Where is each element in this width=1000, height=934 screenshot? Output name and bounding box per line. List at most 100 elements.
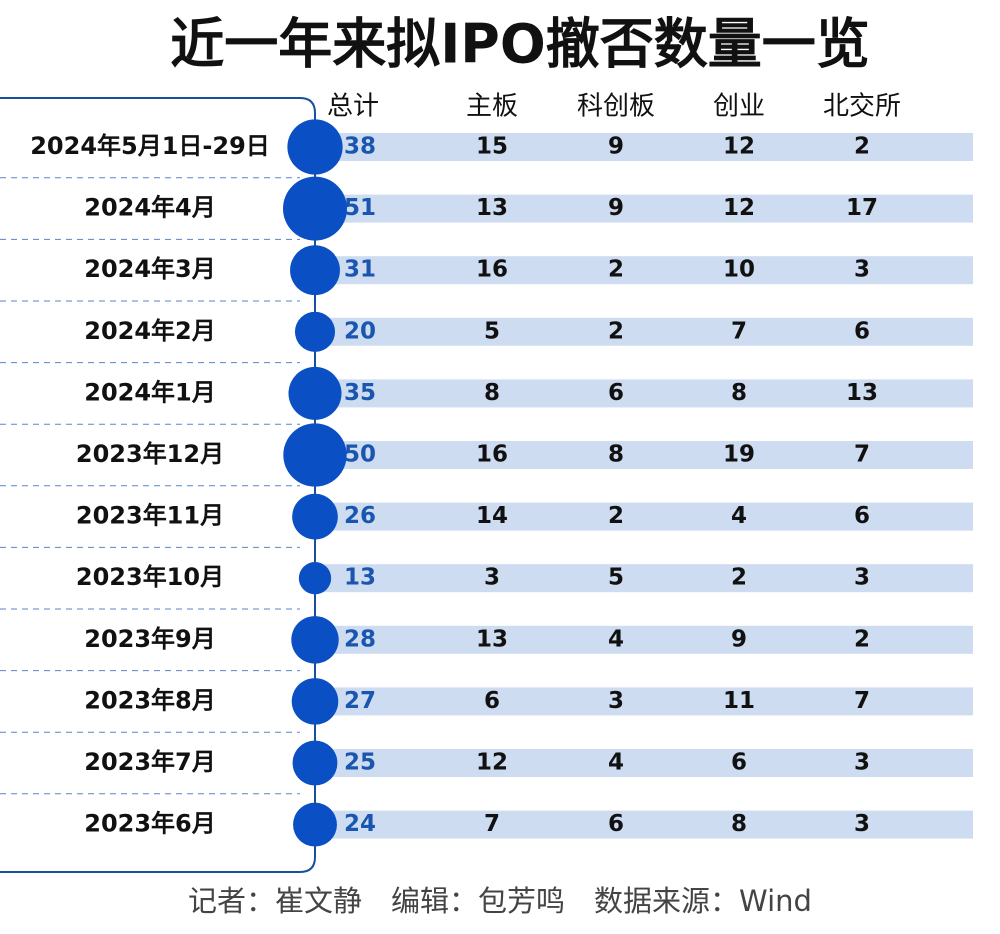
- column-header: 北交所: [823, 92, 901, 122]
- total-value: 38: [344, 134, 376, 160]
- cell-value: 6: [608, 380, 624, 406]
- row-band: [315, 441, 973, 469]
- total-value: 24: [344, 811, 376, 837]
- total-value: 50: [344, 442, 376, 468]
- title: 近一年来拟IPO撤否数量一览: [170, 13, 870, 76]
- total-bubble: [292, 740, 338, 786]
- total-bubble: [283, 423, 347, 487]
- cell-value: 3: [854, 257, 870, 283]
- column-header: 主板: [466, 92, 518, 122]
- cell-value: 6: [731, 750, 747, 776]
- total-bubble: [294, 311, 336, 352]
- row-label: 2024年5月1日-29日: [30, 132, 270, 160]
- row-label: 2024年1月: [84, 378, 216, 406]
- cell-value: 13: [476, 195, 508, 221]
- cell-value: 7: [854, 442, 870, 468]
- cell-value: 3: [854, 750, 870, 776]
- row-label: 2023年10月: [76, 563, 224, 591]
- cell-value: 2: [608, 503, 624, 529]
- cell-value: 4: [608, 750, 624, 776]
- row-label: 2023年8月: [84, 686, 216, 714]
- total-bubble: [290, 245, 340, 296]
- row-label: 2023年9月: [84, 625, 216, 653]
- total-value: 51: [344, 195, 376, 221]
- total-bubble: [283, 176, 347, 241]
- total-bubble: [292, 493, 338, 540]
- cell-value: 16: [476, 257, 508, 283]
- cell-value: 2: [608, 257, 624, 283]
- cell-value: 13: [476, 626, 508, 652]
- cell-value: 3: [608, 688, 624, 714]
- cell-value: 8: [484, 380, 500, 406]
- cell-value: 19: [723, 442, 755, 468]
- footer: 记者：崔文静 编辑：包芳鸣 数据来源：Wind: [188, 884, 812, 918]
- row-band: [315, 317, 973, 346]
- row-label: 2023年6月: [84, 810, 216, 838]
- cell-value: 12: [723, 134, 755, 160]
- total-bubble: [288, 366, 342, 420]
- total-value: 20: [344, 318, 376, 344]
- cell-value: 14: [476, 503, 508, 529]
- cell-value: 12: [476, 750, 508, 776]
- row-label: 2023年12月: [76, 440, 224, 468]
- total-bubble: [291, 678, 339, 725]
- total-value: 25: [344, 750, 376, 776]
- cell-value: 6: [854, 503, 870, 529]
- total-value: 26: [344, 503, 376, 529]
- cell-value: 13: [846, 380, 878, 406]
- cell-value: 2: [731, 565, 747, 591]
- cell-value: 8: [608, 442, 624, 468]
- cell-value: 8: [731, 811, 747, 837]
- cell-value: 6: [854, 318, 870, 344]
- row-band: [315, 687, 973, 716]
- row-band: [315, 133, 973, 161]
- row-label: 2024年3月: [84, 255, 216, 283]
- column-header: 总计: [327, 92, 379, 122]
- row-band: [315, 194, 973, 223]
- cell-value: 17: [846, 195, 878, 221]
- row-label: 2023年7月: [84, 748, 216, 776]
- cell-value: 7: [484, 811, 500, 837]
- cell-value: 15: [476, 134, 508, 160]
- cell-value: 3: [854, 811, 870, 837]
- row-band: [315, 625, 973, 654]
- cell-value: 12: [723, 195, 755, 221]
- cell-value: 2: [854, 626, 870, 652]
- cell-value: 10: [723, 257, 755, 283]
- cell-value: 3: [484, 565, 500, 591]
- row-label: 2023年11月: [76, 502, 224, 530]
- cell-value: 9: [608, 195, 624, 221]
- row-band: [315, 379, 973, 408]
- cell-value: 6: [484, 688, 500, 714]
- row-label: 2024年2月: [84, 317, 216, 345]
- total-value: 13: [344, 565, 376, 591]
- total-bubble: [293, 802, 337, 847]
- cell-value: 3: [854, 565, 870, 591]
- row-band: [315, 749, 973, 777]
- total-bubble: [287, 119, 343, 175]
- row-band: [315, 564, 973, 593]
- row-band: [315, 502, 973, 531]
- cell-value: 7: [731, 318, 747, 344]
- cell-value: 11: [723, 688, 755, 714]
- cell-value: 9: [731, 626, 747, 652]
- total-value: 27: [344, 688, 376, 714]
- column-header: 创业: [713, 92, 765, 122]
- cell-value: 6: [608, 811, 624, 837]
- cell-value: 16: [476, 442, 508, 468]
- row-band: [315, 256, 973, 285]
- column-header: 科创板: [577, 92, 655, 122]
- total-value: 31: [344, 257, 376, 283]
- total-value: 28: [344, 626, 376, 652]
- cell-value: 2: [608, 318, 624, 344]
- row-label: 2024年4月: [84, 194, 216, 222]
- cell-value: 5: [608, 565, 624, 591]
- cell-value: 4: [731, 503, 747, 529]
- cell-value: 8: [731, 380, 747, 406]
- row-band: [315, 810, 973, 839]
- cell-value: 7: [854, 688, 870, 714]
- cell-value: 5: [484, 318, 500, 344]
- cell-value: 9: [608, 134, 624, 160]
